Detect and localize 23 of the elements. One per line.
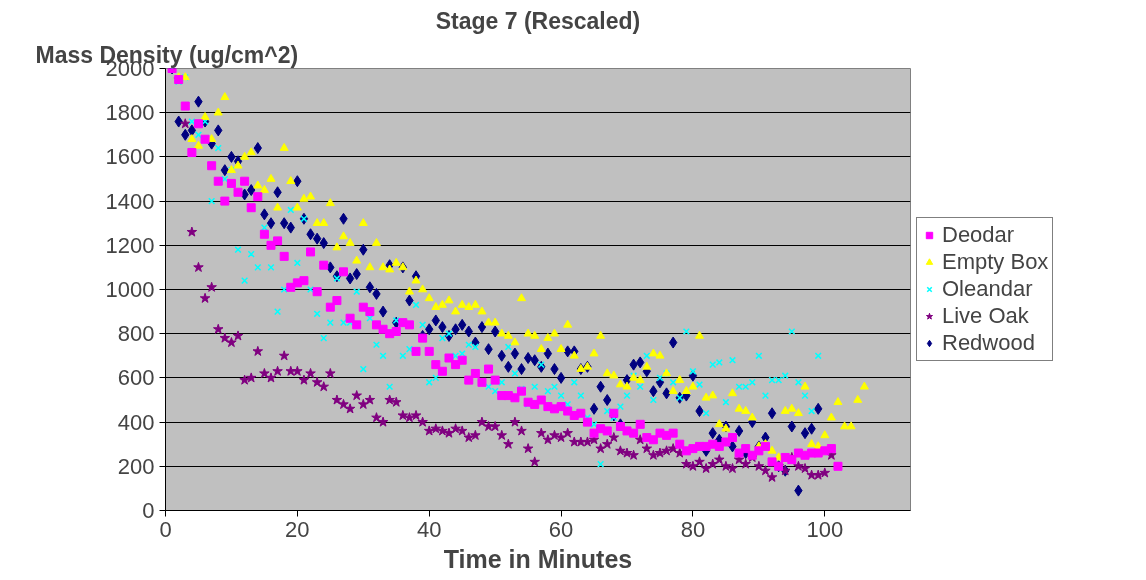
legend-label: Live Oak	[942, 303, 1029, 329]
x-tick-label: 40	[416, 516, 442, 542]
y-tick-label: 1200	[105, 232, 155, 258]
y-tick-label: 1800	[105, 100, 155, 126]
y-tick-label: 0	[142, 498, 155, 523]
x-tick-label: 60	[548, 516, 574, 542]
x-tick-label: 80	[680, 516, 706, 542]
legend-label: Redwood	[942, 330, 1035, 356]
legend-label: Oleandar	[942, 276, 1033, 302]
x-axis-title: Time in Minutes	[443, 544, 633, 573]
y-tick-label: 600	[117, 365, 155, 391]
y-tick-label: 1000	[105, 277, 155, 302]
chart-title: Stage 7 (Rescaled)	[435, 7, 641, 34]
y-tick-label: 1400	[105, 188, 155, 214]
legend-label: Empty Box	[942, 249, 1049, 275]
x-tick-label: 20	[285, 516, 310, 542]
y-tick-label: 400	[117, 409, 155, 435]
legend-label: Deodar	[942, 222, 1015, 248]
y-tick-label: 200	[117, 453, 155, 479]
y-tick-label: 800	[117, 321, 155, 347]
y-tick-label: 1600	[105, 144, 155, 170]
x-tick-label: 0	[159, 516, 172, 542]
x-tick-label: 100	[806, 516, 844, 542]
